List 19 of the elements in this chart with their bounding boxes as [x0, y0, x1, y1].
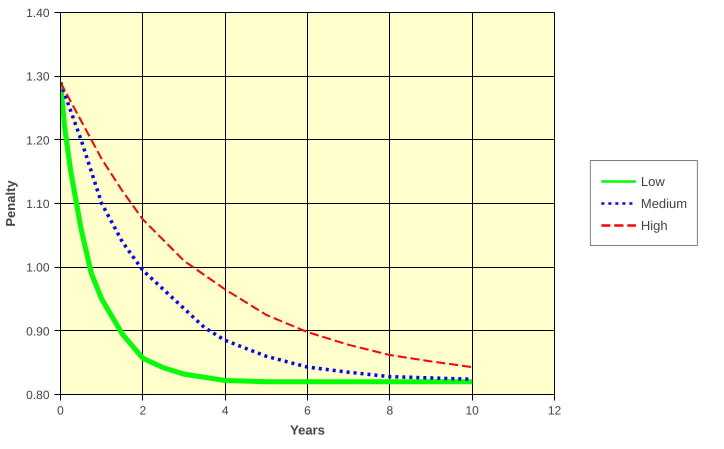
legend-label: Low [640, 174, 665, 188]
y-tick-label: 1.10 [26, 197, 50, 211]
y-axis-title: Penalty [3, 180, 18, 227]
x-tick-label: 0 [57, 404, 64, 418]
y-tick-label: 1.20 [26, 133, 50, 148]
y-tick-label: 0.90 [26, 324, 50, 338]
x-tick-label: 10 [465, 404, 480, 418]
legend-label: Medium [640, 196, 688, 210]
y-tick-label: 1.00 [26, 260, 50, 275]
x-axis-title: Years [290, 422, 325, 438]
y-tick-label: 1.30 [26, 70, 50, 84]
legend-label: High [640, 218, 668, 232]
x-tick-label: 2 [139, 404, 146, 418]
x-tick-label: 12 [548, 404, 562, 418]
x-tick-label: 8 [386, 404, 394, 418]
x-tick-label: 6 [304, 404, 312, 418]
x-tick-label: 4 [222, 404, 229, 418]
y-tick-label: 1.40 [26, 6, 50, 20]
y-tick-label: 0.80 [26, 388, 50, 402]
